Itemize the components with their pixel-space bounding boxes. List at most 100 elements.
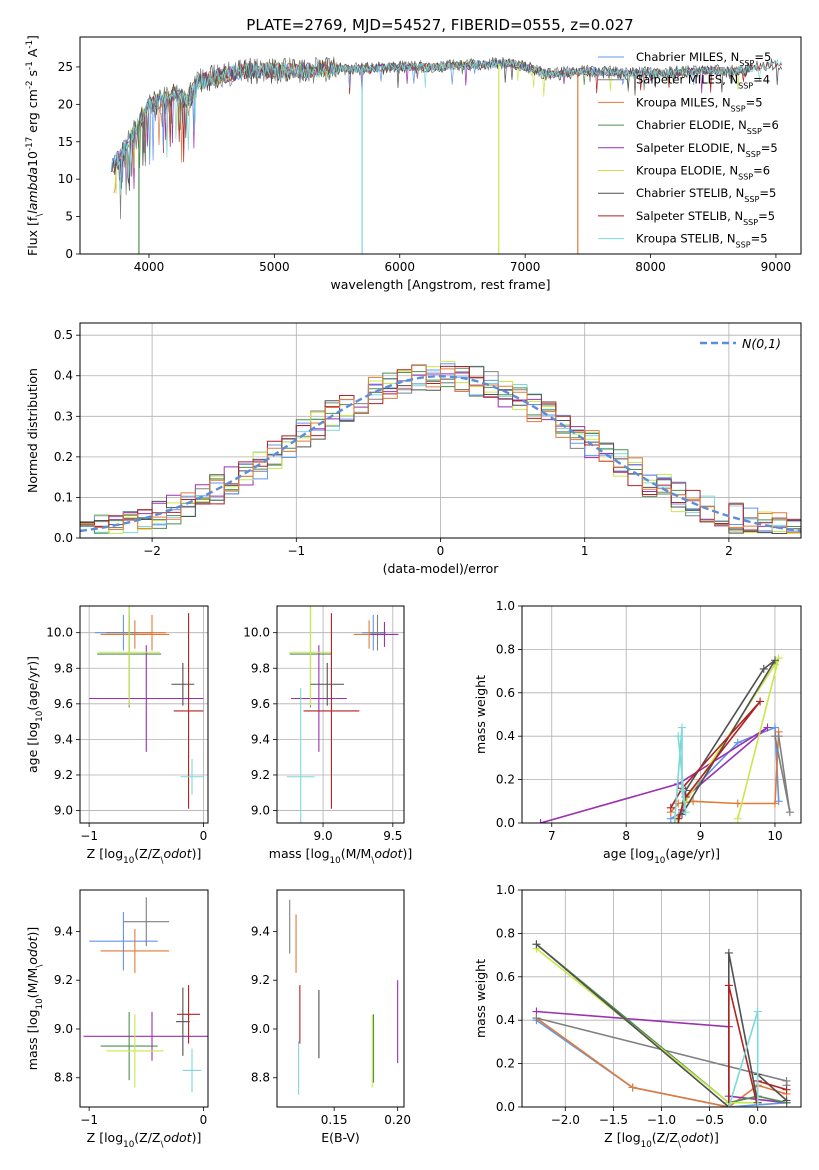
- weight-marker: [782, 1096, 791, 1105]
- plot-area: [80, 323, 801, 538]
- y-tick-label: 9.4: [54, 732, 73, 746]
- y-axis-label: age [log10(age/yr)]: [25, 656, 45, 773]
- y-tick-label: 1.0: [496, 599, 515, 613]
- y-tick-label: 9.2: [251, 973, 270, 987]
- weight-line: [728, 1011, 759, 1107]
- weight-marker: [532, 940, 541, 949]
- y-tick-label: 0.2: [496, 773, 515, 787]
- weight-marker: [759, 664, 768, 673]
- x-tick-label: 0.15: [321, 1113, 348, 1127]
- x-axis-label: mass [log10(M/M\odot)]: [269, 846, 412, 866]
- axes-frame: [79, 322, 802, 539]
- y-tick-label: 15: [58, 135, 73, 149]
- y-tick-label: 0.5: [54, 328, 73, 342]
- weight-marker: [733, 799, 742, 808]
- weight-marker: [763, 723, 772, 732]
- panel-age-vs-mass: 9.0 9.5 9.0 9.2 9.4 9.6 9.8 10.0 mass [log10(M/M…: [243, 605, 412, 866]
- x-tick-label: −1: [287, 544, 305, 558]
- y-tick-label: 8.8: [54, 1071, 73, 1085]
- x-tick-label: 9000: [761, 260, 792, 274]
- x-axis-label: (data-model)/error: [383, 561, 500, 576]
- y-tick-label: 20: [58, 97, 73, 111]
- weight-line: [540, 726, 769, 823]
- y-axis-label: mass weight: [473, 675, 488, 754]
- axes-frame: [79, 889, 209, 1108]
- plot-area: [289, 899, 399, 1095]
- x-tick-label: 0: [437, 544, 445, 558]
- legend-entry: Kroupa ELODIE, NSSP=6: [636, 164, 770, 182]
- legend-entry: Salpeter MILES, NSSP=4: [636, 73, 770, 91]
- weight-marker: [770, 656, 779, 665]
- panel-weight-vs-age: 7 8 9 10 0.0 0.2 0.4 0.6 0.8 1.0 age [log10(age/yr…: [473, 599, 802, 866]
- panel-spectrum: 4000 5000 6000 7000 8000 9000 0 5 10 15 20 25 wavele…: [25, 35, 802, 292]
- weight-marker: [756, 697, 765, 706]
- y-tick-label: 0.2: [54, 450, 73, 464]
- y-tick-label: 0.8: [496, 926, 515, 940]
- x-tick-label: 8000: [635, 260, 666, 274]
- y-tick-label: 9.6: [54, 697, 73, 711]
- x-tick-label: 10: [767, 829, 782, 843]
- x-tick-label: 4000: [134, 260, 165, 274]
- y-tick-label: 8.8: [251, 1071, 270, 1085]
- x-axis-label: Z [log10(Z/Z\odot)]: [87, 1130, 202, 1150]
- x-tick-label: 0: [200, 829, 208, 843]
- x-tick-label: 0: [200, 1113, 208, 1127]
- y-tick-label: 9.4: [251, 732, 270, 746]
- y-tick-label: 9.4: [251, 924, 270, 938]
- y-tick-label: 9.4: [54, 924, 73, 938]
- y-tick-label: 0.8: [496, 642, 515, 656]
- y-axis-label: mass [log10(M/M\odot)]: [25, 927, 45, 1070]
- x-tick-label: 6000: [384, 260, 415, 274]
- y-tick-label: 1.0: [496, 883, 515, 897]
- x-tick-label: 8: [622, 829, 630, 843]
- weight-marker: [733, 814, 742, 823]
- weight-marker: [628, 1083, 637, 1092]
- weight-marker: [774, 654, 783, 663]
- axes-frame: [79, 605, 209, 824]
- x-tick-label: 0.0: [748, 1113, 767, 1127]
- x-tick-label: −1: [80, 1113, 98, 1127]
- y-tick-label: 9.0: [251, 804, 270, 818]
- axes-frame: [521, 605, 802, 824]
- weight-marker: [724, 1103, 733, 1107]
- x-tick-label: 9: [697, 829, 705, 843]
- weight-marker: [532, 1014, 541, 1023]
- legend-entry: N(0,1): [742, 336, 781, 351]
- panel-residuals: −2 −1 0 1 2 0.0 0.1 0.2 0.3 0.4 0.5 (data-model)/er…: [25, 322, 802, 576]
- legend-entry: Kroupa MILES, NSSP=5: [636, 95, 763, 113]
- y-tick-label: 0.6: [496, 686, 515, 700]
- x-axis-label: Z [log10(Z/Z\odot)]: [87, 846, 202, 866]
- spectrum-line: [113, 59, 783, 196]
- x-tick-label: −1.0: [647, 1113, 676, 1127]
- y-tick-label: 9.0: [54, 804, 73, 818]
- weight-marker: [785, 808, 794, 817]
- x-axis-label: Z [log10(Z/Z\odot)]: [604, 1130, 719, 1150]
- legend-entry: Chabrier ELODIE, NSSP=6: [636, 118, 779, 136]
- x-axis-label: wavelength [Angstrom, rest frame]: [330, 277, 550, 292]
- x-tick-label: 2: [725, 544, 733, 558]
- y-tick-label: 0.0: [496, 1100, 515, 1114]
- plot-area: [83, 897, 208, 1093]
- spectrum-line: [111, 56, 783, 191]
- plot-area: [110, 56, 783, 254]
- weight-marker: [782, 1085, 791, 1094]
- x-axis-label: age [log10(age/yr)]: [603, 846, 720, 866]
- weight-marker: [724, 948, 733, 957]
- residual-histogram: [80, 365, 801, 533]
- x-tick-label: 9.5: [383, 829, 402, 843]
- y-tick-label: 9.0: [251, 1022, 270, 1036]
- y-tick-label: 0.4: [54, 369, 73, 383]
- axes-frame: [521, 889, 802, 1108]
- x-tick-label: 5000: [259, 260, 290, 274]
- weight-marker: [770, 799, 779, 808]
- y-tick-label: 0.1: [54, 490, 73, 504]
- weight-marker: [724, 981, 733, 990]
- weight-marker: [677, 723, 686, 732]
- weight-marker: [674, 732, 683, 741]
- legend-entry: Kroupa STELIB, NSSP=5: [636, 232, 768, 250]
- y-tick-label: 0.2: [496, 1057, 515, 1071]
- x-tick-label: −0.5: [695, 1113, 724, 1127]
- plot-area: [522, 606, 801, 823]
- x-tick-label: −1: [80, 829, 98, 843]
